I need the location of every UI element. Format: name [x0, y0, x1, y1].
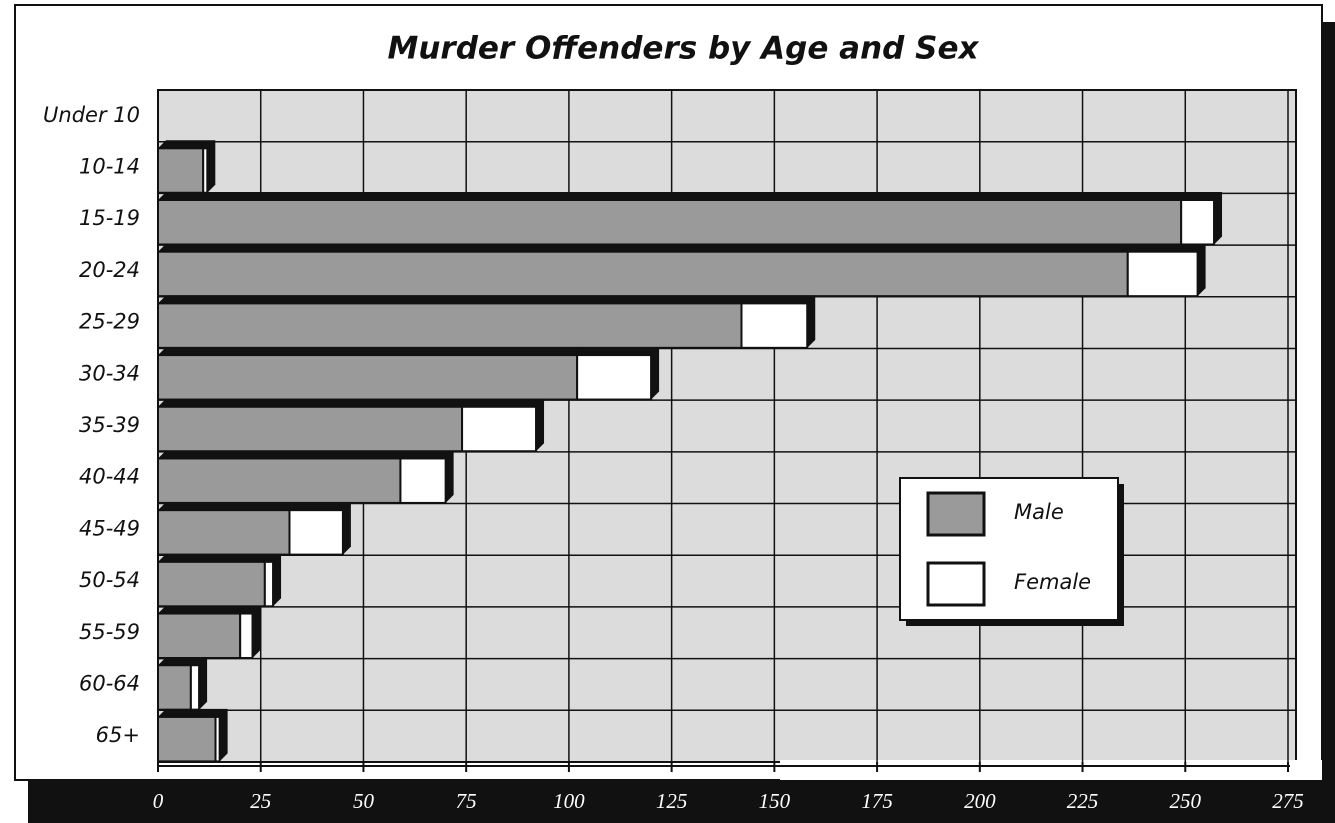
bar [1126, 250, 1199, 298]
bar [189, 664, 201, 711]
bar [157, 199, 1183, 246]
bar [157, 354, 579, 401]
legend-label: Female [1014, 570, 1091, 594]
bar [157, 715, 217, 763]
legend-swatch [926, 561, 986, 607]
bar [157, 302, 743, 349]
legend-swatch [926, 491, 986, 537]
bar [399, 457, 447, 504]
legend-label: Male [1014, 500, 1064, 524]
y-tick-label: Under 10 [43, 103, 140, 127]
chart-title: Murder Offenders by Age and Sex [387, 31, 979, 67]
y-tick-label: 30-34 [79, 361, 140, 385]
bar [202, 147, 209, 194]
bar [157, 405, 464, 453]
bar [157, 457, 402, 504]
bar [157, 147, 205, 194]
y-tick-label: 10-14 [79, 155, 140, 179]
bar [740, 302, 809, 349]
x-tick-label: 50 [353, 789, 375, 813]
y-tick-label: 50-54 [79, 568, 140, 592]
y-tick-label: 55-59 [79, 620, 140, 644]
x-tick-label: 150 [759, 789, 791, 813]
x-tick-label: 175 [861, 789, 893, 813]
bar [239, 612, 254, 659]
y-tick-label: 45-49 [79, 516, 140, 540]
bar [157, 250, 1129, 298]
bar [576, 354, 653, 401]
x-tick-label: 275 [1272, 789, 1304, 813]
legend: Male Female [899, 477, 1124, 626]
x-tick-label: 125 [656, 789, 688, 813]
bar [157, 509, 291, 556]
bar [157, 560, 266, 608]
x-tick-label: 200 [964, 789, 996, 813]
x-tick-label: 100 [553, 789, 585, 813]
bar [288, 509, 344, 556]
bar [214, 715, 221, 763]
y-tick-label: 35-39 [79, 413, 140, 437]
y-tick-label: 65+ [96, 723, 140, 747]
bar [157, 612, 242, 659]
bar [157, 664, 192, 711]
y-tick-label: 60-64 [79, 671, 140, 695]
x-tick-label: 0 [153, 789, 164, 813]
x-tick-label: 225 [1067, 789, 1099, 813]
x-tick-label: 75 [456, 789, 477, 813]
y-tick-label: 20-24 [79, 258, 140, 282]
y-tick-label: 40-44 [79, 465, 140, 489]
y-tick-label: 25-29 [79, 310, 140, 334]
bar [461, 405, 538, 453]
bar [263, 560, 275, 608]
frame-fill [780, 760, 1322, 780]
x-tick-label: 250 [1170, 789, 1202, 813]
y-tick-label: 15-19 [79, 206, 140, 230]
bar [1180, 199, 1216, 246]
x-tick-label: 25 [250, 789, 271, 813]
